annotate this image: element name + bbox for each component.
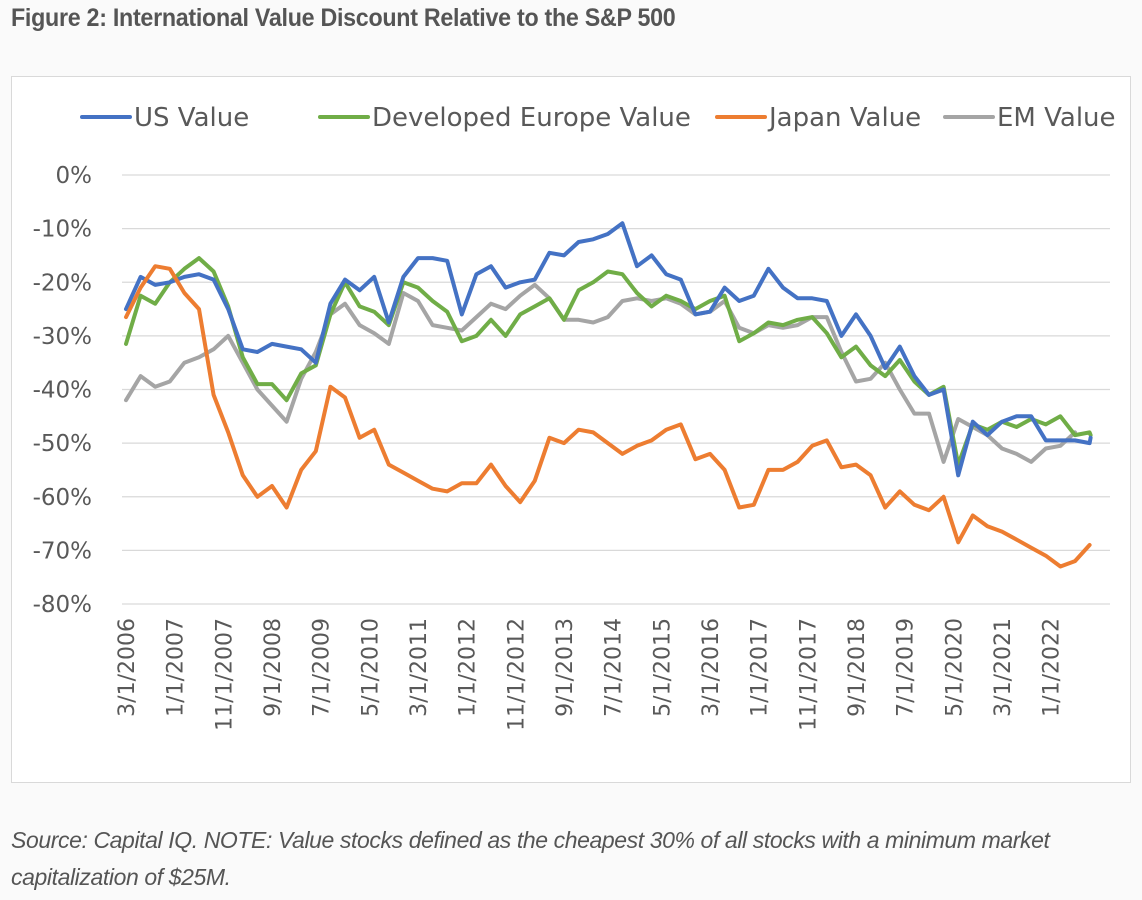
legend-label: Developed Europe Value — [372, 103, 691, 133]
series-lines — [124, 221, 1093, 569]
series-line-japan-value — [124, 264, 1092, 569]
legend-label: Japan Value — [767, 103, 921, 133]
x-axis-ticks: 3/1/2006 1/1/2007 11/1/2007 9/1/2008 7/1/200… — [115, 618, 1065, 731]
series-line-developed-europe-value — [124, 256, 1093, 467]
x-tick-label: 7/1/2019 — [894, 618, 919, 717]
x-tick-label: 7/1/2009 — [310, 618, 335, 717]
series-line-us-value — [124, 221, 1093, 478]
x-tick-label: 1/1/2022 — [1040, 618, 1065, 717]
y-tick-label: -30% — [33, 324, 92, 350]
legend-label: EM Value — [997, 103, 1116, 133]
figure-title: Figure 2: International Value Discount R… — [11, 4, 676, 32]
x-tick-label: 1/1/2017 — [748, 618, 773, 717]
x-tick-label: 1/1/2007 — [164, 618, 189, 717]
y-tick-label: -70% — [33, 538, 92, 564]
x-tick-label: 1/1/2012 — [456, 618, 481, 717]
y-tick-label: -10% — [33, 217, 92, 243]
legend: US Value Developed Europe Value Japan Valu… — [80, 103, 1116, 133]
x-tick-label: 11/1/2012 — [504, 618, 529, 731]
line-chart: 0% -10% -20% -30% -40% -50% -60% -70% -80% 3/1/2… — [33, 103, 1116, 731]
x-tick-label: 9/1/2008 — [261, 618, 286, 717]
x-tick-label: 3/1/2016 — [699, 618, 724, 717]
y-axis-ticks: 0% -10% -20% -30% -40% -50% -60% -70% -80% — [33, 163, 92, 618]
x-tick-label: 3/1/2011 — [407, 618, 432, 717]
gridlines — [122, 174, 1110, 605]
series-line-em-value — [124, 282, 1077, 464]
x-tick-label: 9/1/2018 — [845, 618, 870, 717]
x-tick-label: 5/1/2010 — [358, 618, 383, 717]
x-tick-label: 5/1/2020 — [942, 618, 967, 717]
y-tick-label: -60% — [33, 485, 92, 511]
x-tick-label: 9/1/2013 — [553, 618, 578, 717]
y-tick-label: -80% — [33, 592, 92, 618]
x-tick-label: 5/1/2015 — [650, 618, 675, 717]
x-tick-label: 3/1/2021 — [991, 618, 1016, 717]
y-tick-label: -40% — [33, 378, 92, 404]
x-tick-label: 11/1/2017 — [796, 618, 821, 731]
x-tick-label: 11/1/2007 — [212, 618, 237, 731]
y-tick-label: -20% — [33, 270, 92, 296]
legend-label: US Value — [134, 103, 249, 133]
y-tick-label: 0% — [56, 163, 93, 189]
figure-caption: Source: Capital IQ. NOTE: Value stocks d… — [11, 827, 1050, 890]
x-tick-label: 3/1/2006 — [115, 618, 140, 717]
x-tick-label: 7/1/2014 — [602, 618, 627, 717]
y-tick-label: -50% — [33, 431, 92, 457]
chart-frame — [11, 76, 1131, 783]
